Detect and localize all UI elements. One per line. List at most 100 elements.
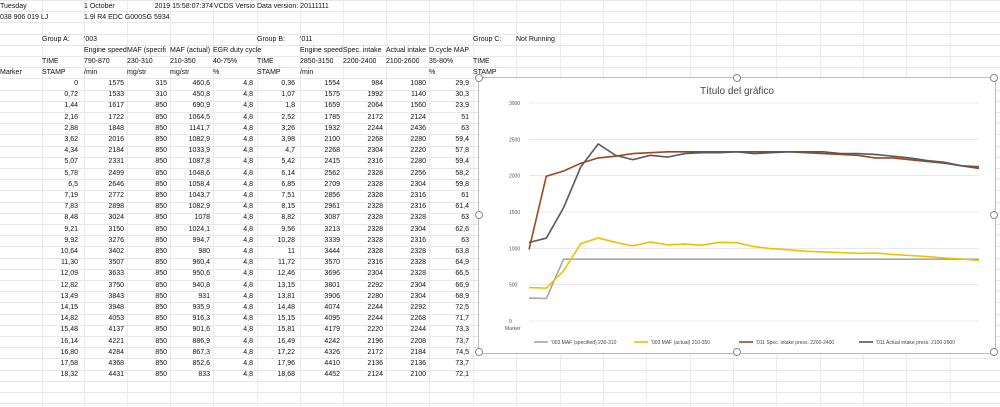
- table-cell[interactable]: 2304: [367, 270, 383, 278]
- header-maf-actual[interactable]: MAF (actual): [170, 47, 211, 54]
- table-cell[interactable]: 850: [155, 169, 167, 177]
- group-c-label[interactable]: Group C:: [473, 36, 502, 43]
- table-cell[interactable]: 2328: [367, 192, 383, 199]
- table-cell[interactable]: 2328: [367, 203, 383, 211]
- table-cell[interactable]: 2316: [367, 158, 383, 166]
- table-cell[interactable]: 18,32: [60, 371, 78, 379]
- table-cell[interactable]: 2,52: [281, 113, 295, 121]
- table-cell[interactable]: 4,34: [64, 147, 78, 155]
- table-cell[interactable]: 11,30: [61, 259, 78, 267]
- header-egr[interactable]: EGR duty cycle: [213, 47, 262, 54]
- table-cell[interactable]: 3276: [108, 236, 124, 244]
- header-range-8[interactable]: 35-80%: [429, 58, 454, 65]
- table-cell[interactable]: 4,8: [243, 348, 253, 356]
- table-cell[interactable]: 916,3: [192, 315, 210, 323]
- table-cell[interactable]: 2304: [410, 180, 426, 188]
- table-cell[interactable]: 1785: [324, 113, 340, 121]
- header-dcycle-map[interactable]: D.cycle MAP: [429, 47, 470, 54]
- table-cell[interactable]: 4,8: [243, 270, 253, 278]
- table-cell[interactable]: 850: [155, 203, 167, 211]
- table-cell[interactable]: 29,9: [455, 80, 469, 87]
- table-cell[interactable]: 2280: [410, 136, 426, 143]
- table-cell[interactable]: 72,5: [455, 304, 469, 311]
- table-cell[interactable]: 2100: [410, 371, 426, 379]
- table-cell[interactable]: 10,64: [60, 248, 78, 255]
- table-cell[interactable]: 850: [155, 236, 167, 244]
- table-cell[interactable]: 66,5: [455, 270, 469, 278]
- table-cell[interactable]: 1,8: [285, 102, 295, 110]
- table-cell[interactable]: 4179: [324, 326, 340, 334]
- table-cell[interactable]: 64,9: [455, 259, 469, 267]
- table-cell[interactable]: 2562: [324, 169, 340, 177]
- table-cell[interactable]: 2415: [324, 158, 340, 166]
- table-cell[interactable]: 2961: [324, 203, 340, 211]
- table-cell[interactable]: 690,9: [192, 102, 210, 110]
- table-cell[interactable]: 4,8: [243, 124, 253, 132]
- header-engine-speed-a[interactable]: Engine speed: [84, 47, 127, 54]
- resize-handle-bm[interactable]: [733, 348, 741, 356]
- table-cell[interactable]: 980: [198, 248, 210, 255]
- table-cell[interactable]: 2184: [108, 147, 124, 155]
- table-cell[interactable]: 4137: [108, 326, 124, 334]
- table-cell[interactable]: 14,15: [60, 304, 78, 311]
- table-cell[interactable]: 2304: [410, 292, 426, 300]
- group-a-value[interactable]: '003: [84, 36, 98, 43]
- table-cell[interactable]: 9,92: [64, 236, 78, 244]
- table-cell[interactable]: 63,8: [455, 248, 469, 255]
- group-c-value[interactable]: Not Running: [516, 36, 555, 43]
- table-cell[interactable]: 2304: [410, 225, 426, 233]
- table-cell[interactable]: 850: [155, 304, 167, 311]
- series-line-2[interactable]: [528, 151, 980, 250]
- table-cell[interactable]: 950,6: [192, 270, 210, 278]
- table-cell[interactable]: 2244: [367, 304, 383, 311]
- table-cell[interactable]: 9,56: [281, 225, 295, 233]
- table-cell[interactable]: 4,8: [243, 315, 253, 323]
- series-line-1[interactable]: [528, 237, 980, 290]
- table-cell[interactable]: 3948: [108, 304, 124, 311]
- table-cell[interactable]: 2172: [367, 348, 383, 356]
- table-cell[interactable]: 1554: [324, 80, 340, 87]
- header-range-4[interactable]: 40-75%: [213, 58, 238, 65]
- table-cell[interactable]: 4,8: [243, 136, 253, 143]
- header-unit-min-a[interactable]: /min: [84, 69, 98, 76]
- table-cell[interactable]: 3213: [324, 225, 340, 233]
- table-cell[interactable]: 4,7: [285, 147, 295, 155]
- table-cell[interactable]: 940,8: [192, 281, 210, 289]
- table-cell[interactable]: 935,9: [192, 304, 210, 311]
- header-stamp-c[interactable]: STAMP: [473, 69, 497, 76]
- table-cell[interactable]: 13,81: [277, 292, 295, 300]
- table-cell[interactable]: 18,68: [277, 371, 295, 379]
- table-cell[interactable]: 16,80: [60, 348, 78, 356]
- table-cell[interactable]: 2328: [367, 248, 383, 255]
- table-cell[interactable]: 460,6: [192, 80, 210, 87]
- table-cell[interactable]: 2304: [410, 281, 426, 289]
- table-cell[interactable]: 7,51: [281, 192, 295, 199]
- table-cell[interactable]: 63: [461, 214, 469, 222]
- date-cell[interactable]: 1 October: [84, 3, 115, 10]
- header-range-3[interactable]: 210-350: [170, 58, 196, 65]
- table-cell[interactable]: 4,8: [243, 304, 253, 311]
- series-line-3[interactable]: [528, 142, 980, 244]
- table-cell[interactable]: 3150: [108, 225, 124, 233]
- table-cell[interactable]: 2328: [367, 169, 383, 177]
- table-cell[interactable]: 6,85: [281, 180, 295, 188]
- table-cell[interactable]: 2436: [410, 124, 426, 132]
- table-cell[interactable]: 850: [155, 326, 167, 334]
- table-cell[interactable]: 4,8: [243, 203, 253, 211]
- table-cell[interactable]: 2292: [410, 304, 426, 311]
- header-unit-mgstr-2[interactable]: mg/str: [170, 69, 190, 76]
- table-cell[interactable]: 4,8: [243, 158, 253, 166]
- table-cell[interactable]: 4242: [324, 337, 340, 345]
- table-cell[interactable]: 2124: [367, 371, 383, 379]
- table-cell[interactable]: 51: [461, 113, 469, 121]
- table-cell[interactable]: 15,48: [60, 326, 78, 334]
- table-cell[interactable]: 8,15: [281, 203, 295, 211]
- table-cell[interactable]: 1722: [108, 113, 124, 121]
- table-cell[interactable]: 58,2: [455, 169, 469, 177]
- resize-handle-tl[interactable]: [475, 74, 483, 82]
- table-cell[interactable]: 4,8: [243, 259, 253, 267]
- table-cell[interactable]: 310: [155, 91, 167, 99]
- table-cell[interactable]: 9,21: [64, 225, 78, 233]
- header-unit-mgstr-1[interactable]: mg/str: [127, 69, 147, 76]
